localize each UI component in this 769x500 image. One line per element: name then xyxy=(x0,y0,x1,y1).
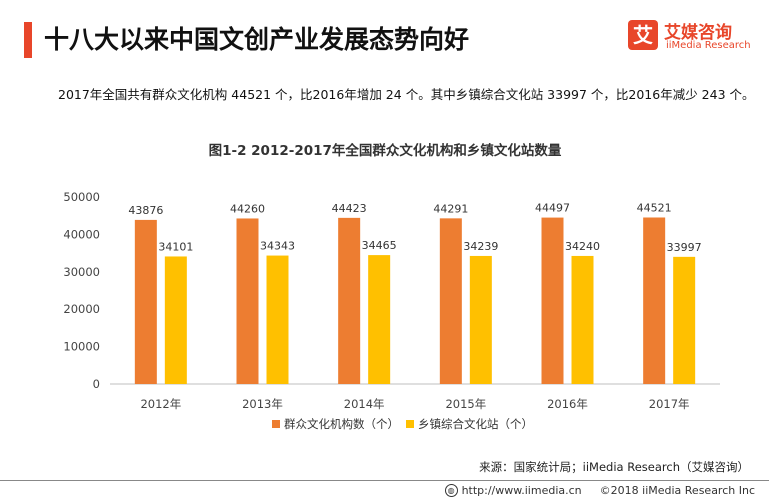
x-tick-label: 2014年 xyxy=(344,397,385,411)
legend-swatch xyxy=(406,420,414,428)
y-tick-label: 20000 xyxy=(63,302,100,316)
bar-value-label: 34240 xyxy=(565,240,600,253)
brand-name: 艾媒咨询 xyxy=(664,23,732,43)
bar-value-label: 34239 xyxy=(463,240,498,253)
bar-value-label: 34343 xyxy=(260,240,295,253)
x-tick-label: 2016年 xyxy=(547,397,588,411)
y-tick-label: 50000 xyxy=(63,190,100,204)
bar xyxy=(469,255,492,384)
bar xyxy=(571,255,594,384)
footer-copyright: ©2018 iiMedia Research Inc xyxy=(599,484,755,497)
x-tick-label: 2013年 xyxy=(242,397,283,411)
brand-logo-icon: 艾 xyxy=(628,20,658,50)
bar xyxy=(164,256,187,384)
bar-value-label: 33997 xyxy=(667,241,702,254)
bar xyxy=(266,255,289,384)
bar-value-label: 44497 xyxy=(535,202,570,215)
y-tick-label: 10000 xyxy=(63,340,100,354)
bar-value-label: 34465 xyxy=(362,239,397,252)
y-tick-label: 40000 xyxy=(63,227,100,241)
legend-label: 乡镇综合文化站（个） xyxy=(418,417,533,431)
footer: ◍ http://www.iimedia.cn ©2018 iiMedia Re… xyxy=(444,484,755,497)
bar xyxy=(368,255,391,384)
summary-text: 2017年全国共有群众文化机构 44521 个，比2016年增加 24 个。其中… xyxy=(58,87,755,102)
bar xyxy=(541,217,564,384)
bar xyxy=(338,217,361,384)
bar-value-label: 34101 xyxy=(158,240,193,253)
bar-chart: 图1-2 2012-2017年全国群众文化机构和乡镇文化站数量 0 10000 200… xyxy=(63,142,720,431)
footer-divider xyxy=(0,480,769,481)
bar xyxy=(643,217,666,384)
bar xyxy=(236,218,259,384)
chart-title: 图1-2 2012-2017年全国群众文化机构和乡镇文化站数量 xyxy=(209,142,562,159)
bar xyxy=(439,218,462,384)
x-tick-label: 2012年 xyxy=(140,397,181,411)
footer-url[interactable]: http://www.iimedia.cn xyxy=(461,484,582,497)
y-tick-label: 30000 xyxy=(63,265,100,279)
bar xyxy=(134,219,157,384)
bar-value-label: 44521 xyxy=(637,201,672,214)
globe-icon: ◍ xyxy=(444,484,458,497)
legend-swatch xyxy=(272,420,280,428)
bar-value-label: 44260 xyxy=(230,202,265,215)
legend-label: 群众文化机构数（个） xyxy=(284,417,399,431)
bar xyxy=(673,256,696,384)
page-title: 十八大以来中国文创产业发展态势向好 xyxy=(44,25,470,54)
source-note: 来源：国家统计局；iiMedia Research（艾媒咨询） xyxy=(479,460,749,474)
title-accent-bar xyxy=(24,22,32,58)
bar-value-label: 44291 xyxy=(433,202,468,215)
x-tick-label: 2017年 xyxy=(649,397,690,411)
brand-subtitle: iiMedia Research xyxy=(666,40,751,51)
bar-value-label: 44423 xyxy=(332,202,367,215)
y-tick-label: 0 xyxy=(93,377,100,391)
x-tick-label: 2015年 xyxy=(445,397,486,411)
bar-value-label: 43876 xyxy=(128,204,163,217)
